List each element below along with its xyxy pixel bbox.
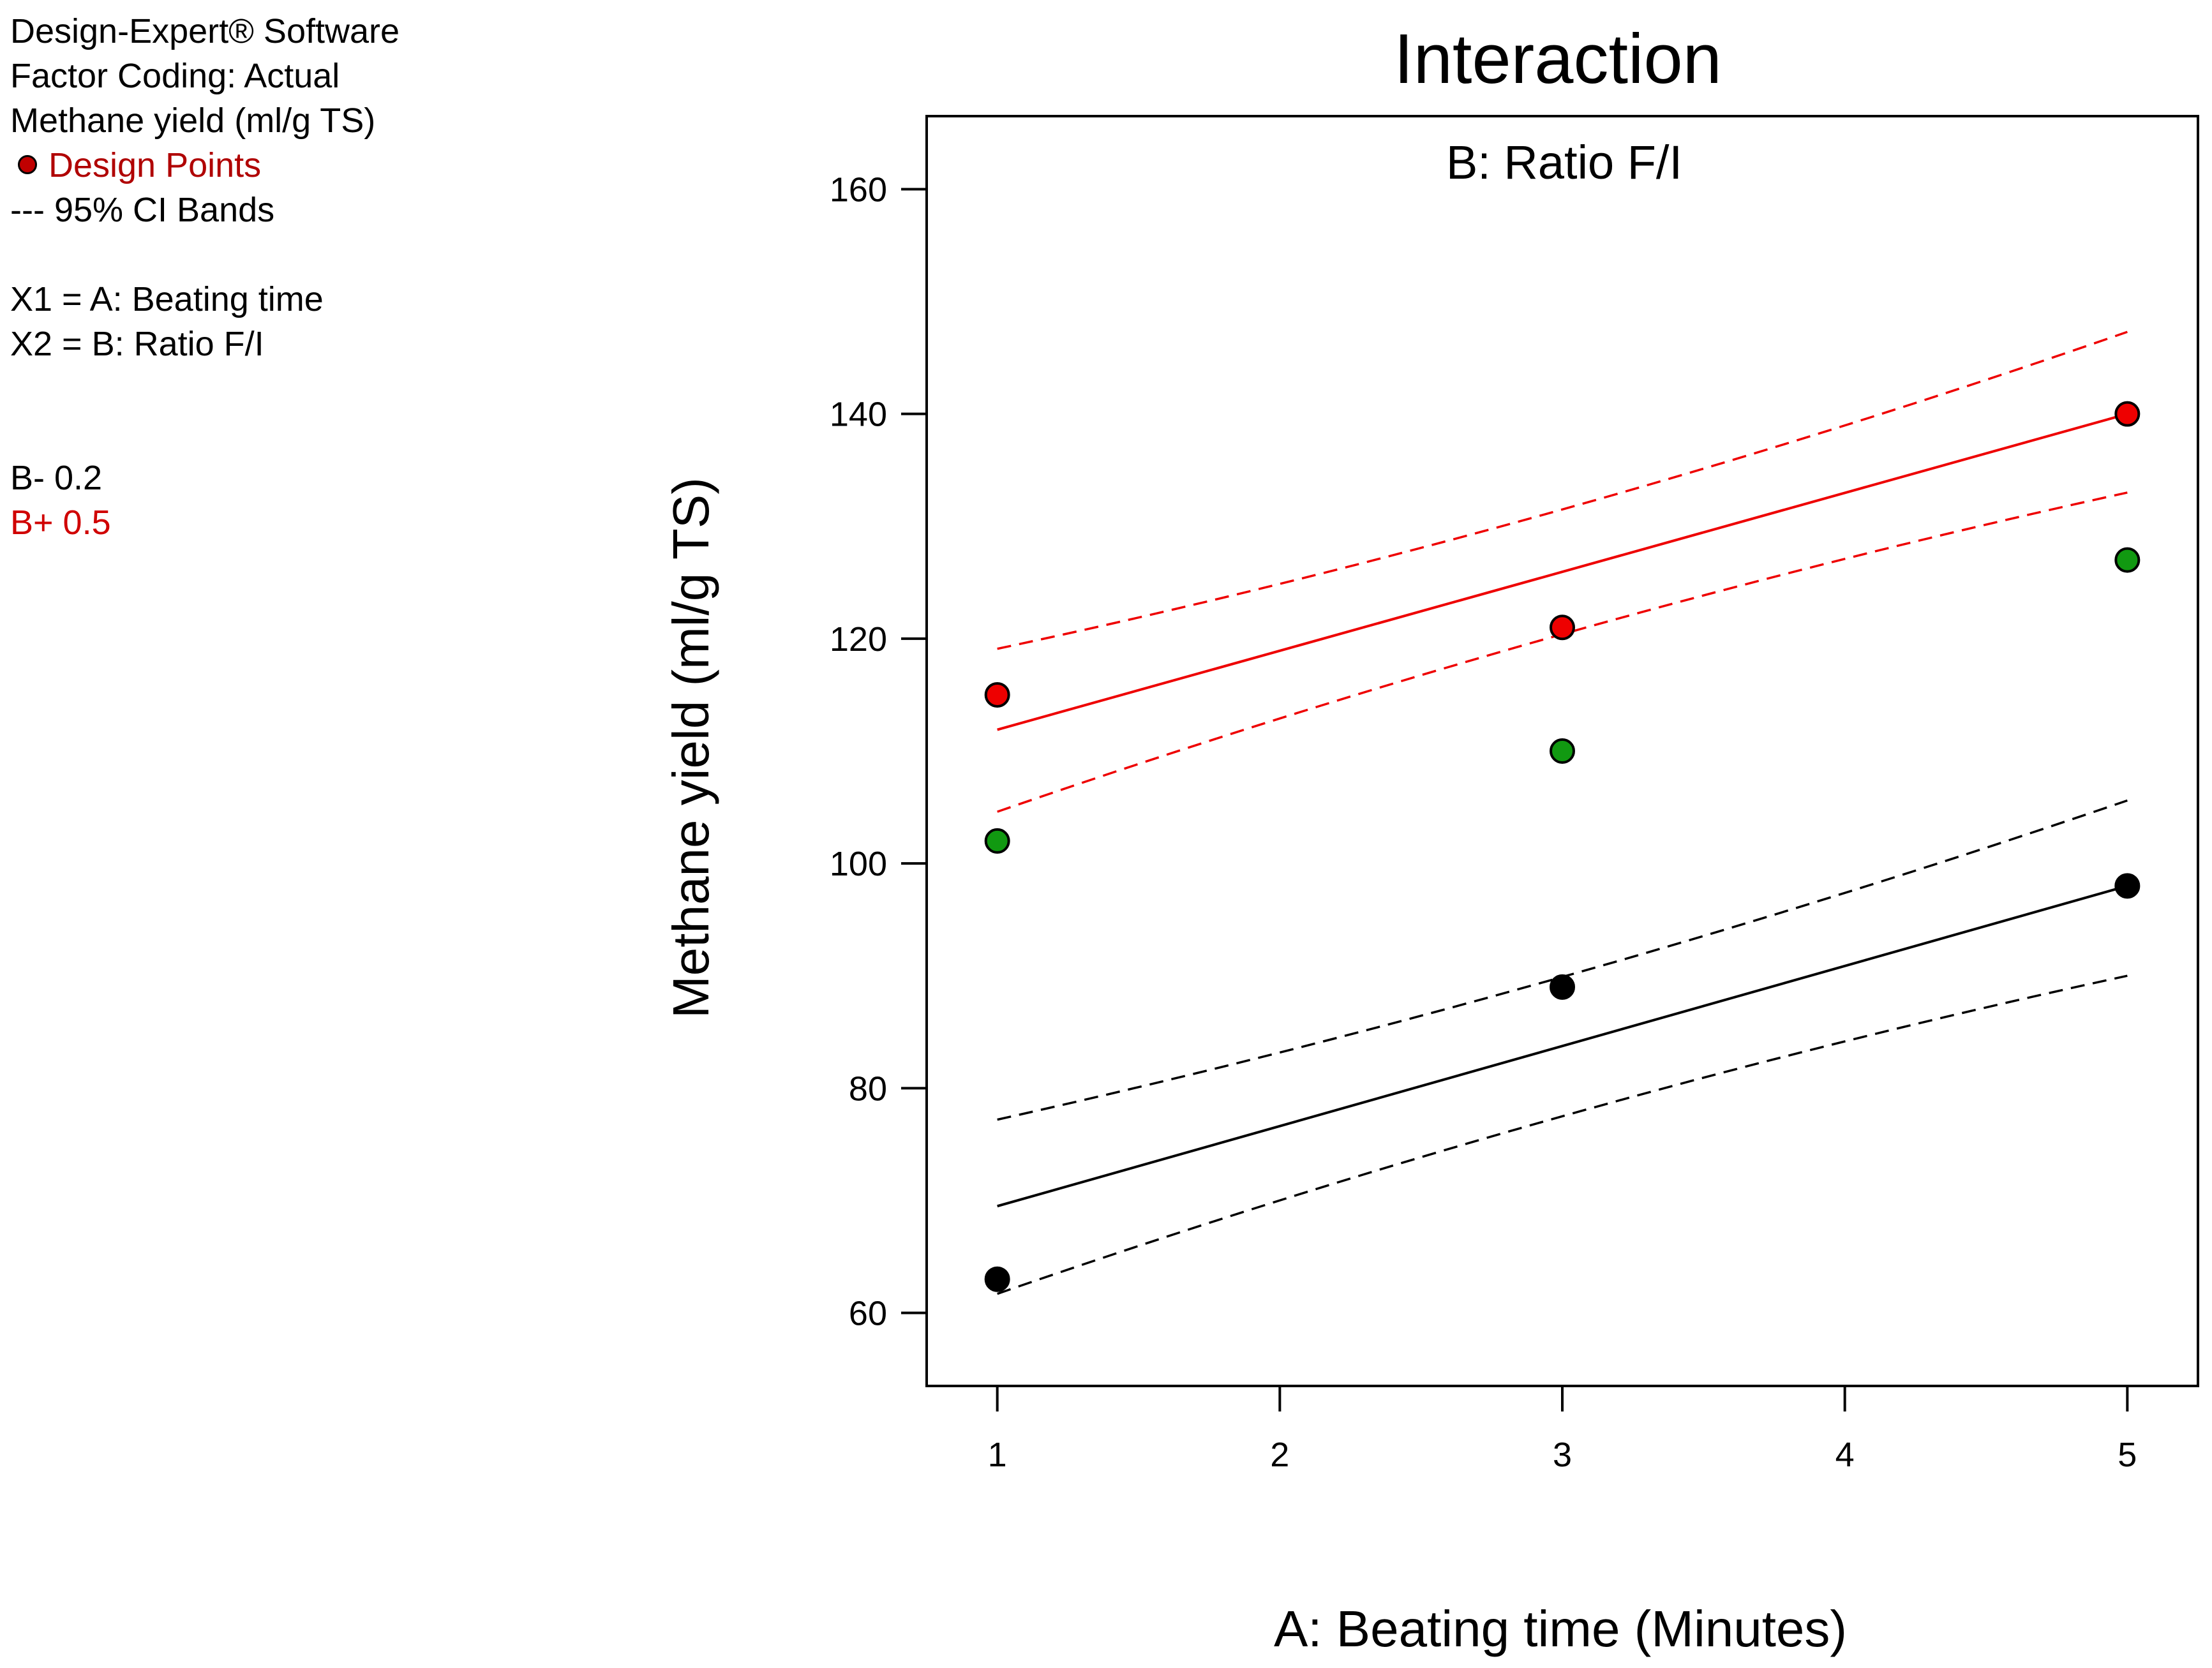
b-plus-label: B+ 0.5 <box>10 503 111 542</box>
y-axis: 60 80 100 120 140 160 <box>830 170 927 1333</box>
design-point-b_plus <box>2114 401 2141 427</box>
info-panel: Design-Expert® Software Factor Coding: A… <box>10 9 400 545</box>
x-tick-label: 5 <box>2118 1436 2137 1474</box>
design-point-b_plus <box>1550 614 1575 641</box>
design-point-b_minus <box>1550 974 1575 1000</box>
response-label: Methane yield (ml/g TS) <box>10 101 376 140</box>
y-tick-label: 60 <box>849 1295 887 1333</box>
x-tick-label: 2 <box>1270 1436 1289 1474</box>
fit-line-b_minus <box>997 884 2128 1208</box>
y-tick-label: 160 <box>830 170 887 209</box>
fit-line-b_plus <box>997 412 2128 731</box>
software-label: Design-Expert® Software <box>10 12 400 50</box>
y-tick-label: 140 <box>830 396 887 434</box>
design-point-b_minus <box>2114 873 2141 899</box>
y-tick-label: 100 <box>830 845 887 883</box>
design-point-b_plus <box>984 681 1010 708</box>
x2-label: X2 = B: Ratio F/I <box>10 325 264 363</box>
design-point-center <box>984 828 1010 854</box>
design-point-center <box>1550 738 1575 764</box>
x-tick-label: 3 <box>1553 1436 1572 1474</box>
x-axis-label: A: Beating time (Minutes) <box>1274 1600 1847 1657</box>
points-layer <box>984 401 2141 1292</box>
factor-coding-label: Factor Coding: Actual <box>10 57 340 95</box>
ci-lower-b_plus <box>997 491 2128 813</box>
design-points-label: Design Points <box>49 146 262 184</box>
series-layer <box>997 331 2128 1295</box>
x1-label: X1 = A: Beating time <box>10 280 324 318</box>
y-tick-label: 80 <box>849 1069 887 1108</box>
design-points-legend: Design Points <box>10 143 400 188</box>
b-minus-label: B- 0.2 <box>10 459 103 497</box>
ci-upper-b_minus <box>997 799 2128 1121</box>
ci-bands-legend: --- 95% CI Bands <box>10 191 275 229</box>
ci-upper-b_plus <box>997 331 2128 650</box>
chart-subtitle: B: Ratio F/I <box>1446 136 1682 189</box>
x-tick-label: 1 <box>988 1436 1007 1474</box>
ci-lower-b_minus <box>997 974 2128 1295</box>
x-axis: 1 2 3 4 5 <box>988 1386 2137 1474</box>
design-point-b_minus <box>984 1266 1010 1292</box>
x-tick-label: 4 <box>1835 1436 1855 1474</box>
y-tick-label: 120 <box>830 620 887 659</box>
design-point-dot-icon <box>18 154 37 174</box>
design-point-center <box>2114 547 2141 573</box>
chart-title: Interaction <box>1394 20 1722 98</box>
y-axis-label: Methane yield (ml/g TS) <box>662 477 719 1018</box>
